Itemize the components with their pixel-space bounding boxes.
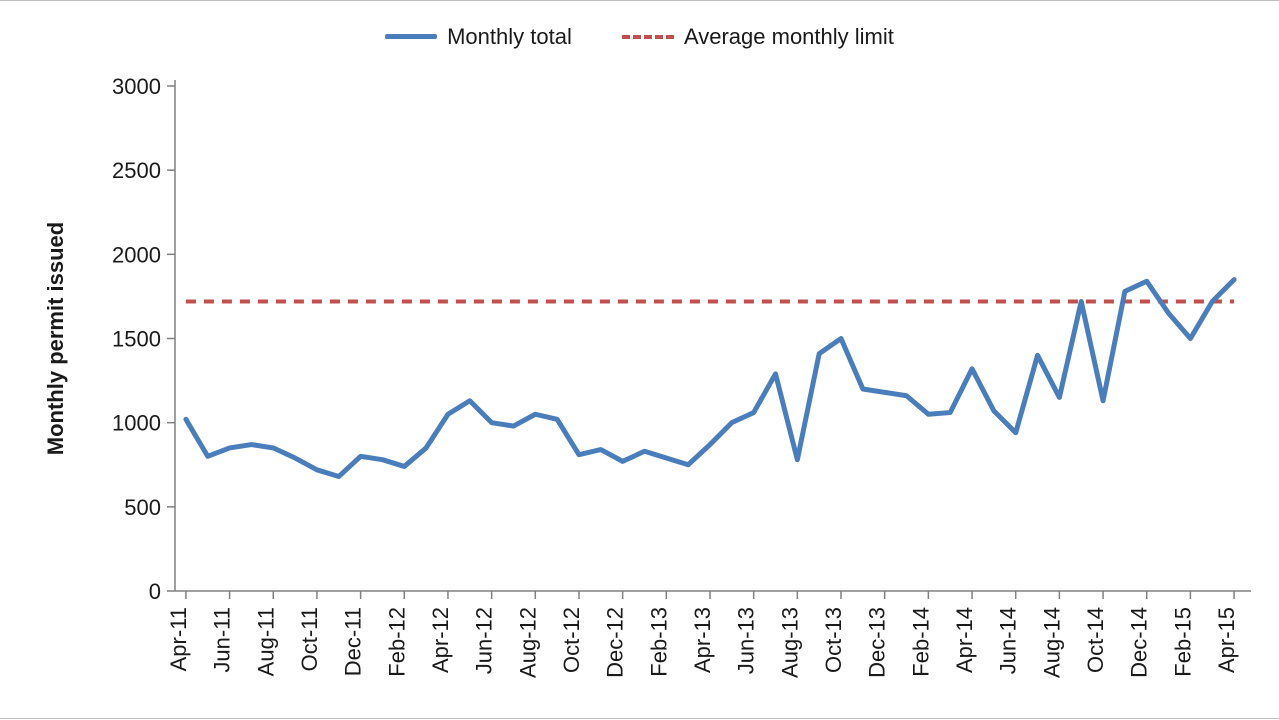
svg-text:Aug-12: Aug-12: [515, 607, 540, 678]
svg-text:Jun-11: Jun-11: [210, 607, 235, 673]
svg-text:Dec-13: Dec-13: [865, 607, 890, 678]
svg-text:Jun-12: Jun-12: [472, 607, 497, 674]
svg-text:Feb-15: Feb-15: [1170, 607, 1195, 677]
svg-text:Oct-14: Oct-14: [1083, 607, 1108, 673]
svg-text:3000: 3000: [112, 74, 161, 99]
svg-text:Aug-14: Aug-14: [1039, 607, 1064, 678]
svg-text:Oct-11: Oct-11: [297, 607, 322, 671]
svg-text:Aug-11: Aug-11: [253, 607, 278, 676]
svg-text:Dec-11: Dec-11: [341, 607, 366, 676]
svg-text:Dec-14: Dec-14: [1127, 607, 1152, 678]
chart-container: Monthly total Average monthly limit 0500…: [0, 0, 1279, 719]
svg-text:Apr-13: Apr-13: [690, 607, 715, 673]
svg-text:Apr-15: Apr-15: [1214, 607, 1239, 673]
svg-text:Apr-11: Apr-11: [166, 607, 191, 671]
line-chart: 0 500 1000 1500 2000 2500 3000 Monthly permit i…: [0, 1, 1279, 720]
svg-text:Feb-12: Feb-12: [384, 607, 409, 677]
svg-text:1000: 1000: [112, 411, 161, 436]
svg-text:Dec-12: Dec-12: [603, 607, 628, 678]
svg-text:Oct-13: Oct-13: [821, 607, 846, 673]
svg-text:Aug-13: Aug-13: [777, 607, 802, 678]
svg-text:2500: 2500: [112, 158, 161, 183]
svg-text:Jun-14: Jun-14: [996, 607, 1021, 674]
svg-text:Feb-14: Feb-14: [908, 607, 933, 677]
svg-text:Jun-13: Jun-13: [734, 607, 759, 674]
svg-text:Apr-14: Apr-14: [952, 607, 977, 673]
svg-text:Monthly permit issued: Monthly permit issued: [43, 222, 68, 455]
svg-text:1500: 1500: [112, 327, 161, 352]
svg-text:Feb-13: Feb-13: [646, 607, 671, 677]
svg-text:Oct-12: Oct-12: [559, 607, 584, 673]
svg-text:2000: 2000: [112, 242, 161, 267]
svg-text:0: 0: [149, 579, 161, 604]
svg-text:Apr-12: Apr-12: [428, 607, 453, 673]
svg-text:500: 500: [124, 495, 161, 520]
